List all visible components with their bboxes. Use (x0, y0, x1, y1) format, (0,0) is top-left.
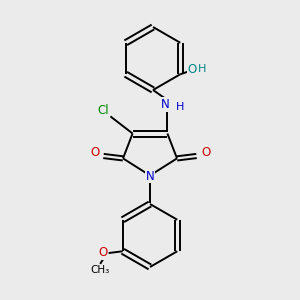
Text: CH₃: CH₃ (91, 266, 110, 275)
Text: O: O (188, 63, 197, 76)
Text: H: H (198, 64, 206, 74)
Text: Cl: Cl (98, 104, 109, 118)
Text: H: H (176, 102, 184, 112)
Text: O: O (90, 146, 99, 159)
Text: N: N (146, 169, 154, 183)
Text: O: O (98, 246, 107, 259)
Text: N: N (160, 98, 169, 111)
Text: O: O (201, 146, 210, 159)
